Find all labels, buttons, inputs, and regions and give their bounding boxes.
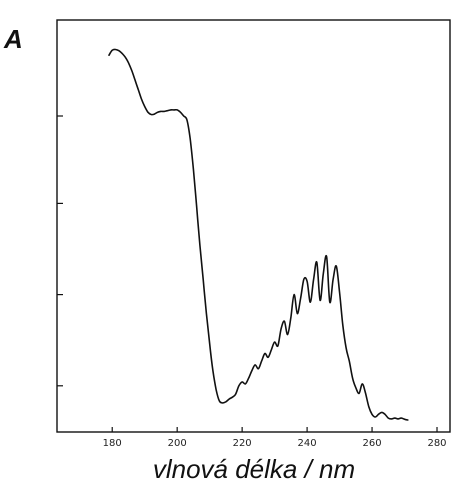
plot-frame (56, 19, 451, 433)
panel-label: A (3, 24, 23, 54)
series-line (108, 48, 409, 421)
x-axis-tick-labels: 180 200 220 240 260 280 (103, 438, 447, 449)
x-tick-label-200: 200 (168, 438, 187, 449)
x-tick-label-240: 240 (298, 438, 317, 449)
y-axis-ticks (57, 115, 63, 387)
x-tick-label-260: 260 (363, 438, 382, 449)
x-axis-ticks (111, 427, 438, 432)
x-axis-title: vlnová délka / nm (153, 454, 355, 484)
x-tick-label-180: 180 (103, 438, 122, 449)
x-tick-label-280: 280 (427, 438, 446, 449)
x-tick-label-220: 220 (233, 438, 252, 449)
